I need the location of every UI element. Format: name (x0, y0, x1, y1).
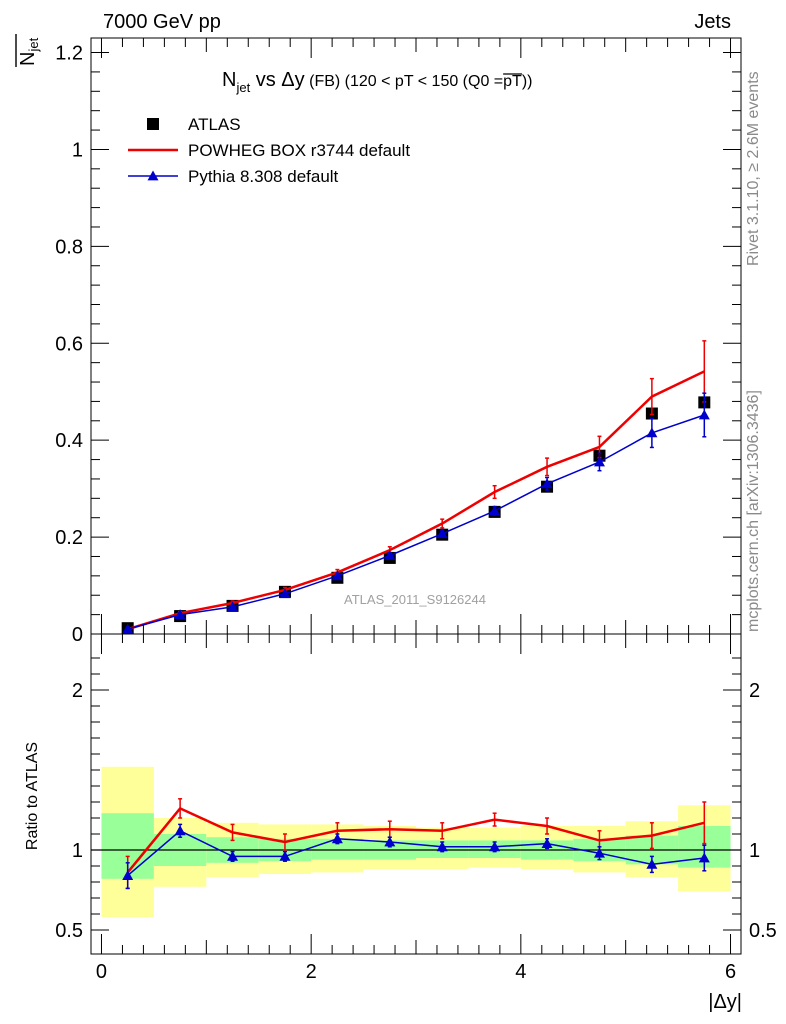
pythia-marker (331, 570, 343, 581)
main-y-tick-label: 0.2 (55, 527, 83, 549)
ratio-powheg-line (126, 806, 705, 874)
legend-entry-label: Pythia 8.308 default (188, 167, 339, 186)
ratio-pythia-marker (593, 847, 605, 858)
ratio-y-tick-label-right: 2 (749, 680, 760, 702)
ratio-y-tick-label: 1 (72, 840, 83, 862)
legend: ATLAS POWHEG BOX r3744 default Pythia 8.30… (128, 115, 410, 186)
title-sub: jet (235, 80, 250, 95)
ratio-pythia-marker (436, 841, 448, 852)
pythia-marker (384, 550, 396, 560)
pythia-marker (279, 588, 291, 599)
title-overline: pT (503, 73, 522, 90)
mcplots-side-label: mcplots.cern.ch [arXiv:1306.3436] (745, 390, 762, 632)
energy-label: 7000 GeV pp (103, 11, 221, 33)
main-y-tick-label: 0.4 (55, 430, 83, 452)
svg-text:Njet: Njet (17, 37, 41, 66)
pythia-marker (227, 601, 239, 612)
pythia-marker (122, 623, 134, 634)
x-tick-label: 0 (96, 961, 107, 983)
main-y-tick-label: 0.6 (55, 333, 83, 355)
ratio-pythia-marker (279, 850, 291, 861)
legend-entry-label: ATLAS (188, 115, 241, 134)
x-tick-label: 2 (306, 961, 317, 983)
ratio-uncertainty-bands (91, 766, 741, 918)
x-axis-label: |Δy| (708, 991, 742, 1013)
main-y-label-sub: jet (26, 37, 41, 52)
title-main: N (222, 69, 236, 91)
pythia-marker (436, 528, 448, 539)
legend-atlas-marker (147, 118, 159, 130)
ratio-frame (90, 633, 742, 955)
main-y-tick-label: 1 (72, 139, 83, 161)
analysis-watermark: ATLAS_2011_S9126244 (344, 592, 486, 607)
pythia-marker (489, 505, 501, 516)
main-y-label: Njet (15, 34, 41, 67)
title-rest: vs Δy (250, 69, 304, 91)
axes-layer: 0 0.2 0.4 0.6 0.8 1 1.2 0 2 4 6 0.5 0.5 1 1 2 2 (55, 37, 777, 983)
rivet-side-label: Rivet 3.1.10, ≥ 2.6M events (745, 71, 762, 266)
legend-entry-label: POWHEG BOX r3744 default (188, 141, 410, 160)
ratio-y-tick-label-right: 1 (749, 840, 760, 862)
chart-title: Njet vs Δy (FB) (120 < pT < 150 (Q0 =pT)… (222, 69, 532, 95)
x-tick-label: 6 (725, 961, 736, 983)
title-rest2: (120 < pT < 150 (Q0 = (340, 73, 503, 90)
pythia-marker (646, 427, 658, 438)
ratio-pythia-marker (122, 870, 134, 880)
ratio-pythia-marker (227, 850, 239, 861)
title-small: (FB) (305, 73, 341, 90)
ratio-pythia-marker (646, 858, 658, 869)
ratio-pythia-marker (331, 833, 343, 844)
ratio-y-label: Ratio to ATLAS (24, 742, 41, 850)
legend-pythia-marker (147, 170, 159, 181)
ratio-pythia-marker (489, 841, 501, 852)
pythia-marker (541, 478, 553, 489)
ratio-series-layer (122, 798, 710, 890)
ratio-pythia-marker (174, 825, 186, 836)
main-y-tick-label: 0.8 (55, 236, 83, 258)
ratio-y-tick-label: 0.5 (55, 920, 83, 942)
band-inner-bin (311, 838, 364, 860)
ratio-y-tick-label-right: 0.5 (749, 920, 777, 942)
ratio-pythia-marker (541, 838, 553, 848)
main-y-tick-label: 0 (72, 624, 83, 646)
x-tick-label: 4 (515, 961, 526, 983)
powheg-line (127, 370, 705, 631)
main-y-tick-label: 1.2 (55, 43, 83, 65)
ratio-pythia-line (127, 829, 705, 877)
main-y-label-main: N (17, 52, 39, 66)
pythia-marker (174, 609, 186, 620)
pythia-marker (698, 409, 710, 420)
main-series-layer (121, 340, 711, 635)
ratio-y-tick-label: 2 (72, 680, 83, 702)
pythia-line (127, 414, 705, 630)
ratio-pythia-marker (698, 852, 710, 863)
ratio-pythia-marker (384, 836, 396, 847)
title-end: )) (522, 73, 533, 90)
category-label: Jets (694, 11, 731, 33)
pythia-marker (593, 456, 605, 467)
